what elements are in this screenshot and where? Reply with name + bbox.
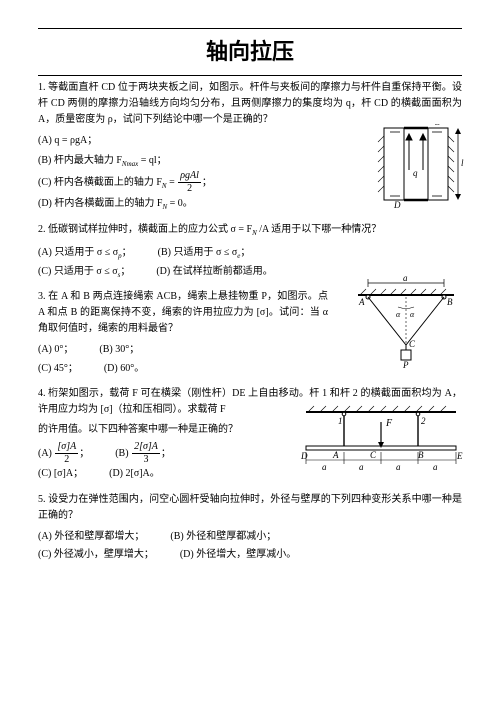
- fig4-F: F: [385, 418, 393, 429]
- q5-text: 5. 设受力在弹性范围内，问空心圆杆受轴向拉伸时，外径与壁厚的下列四种变形关系中…: [38, 492, 462, 524]
- q1-figure: C D q l: [366, 124, 466, 214]
- fig4-1: 1: [338, 416, 343, 426]
- q1-opt-d: (D) 杆内各横截面上的轴力 FN = 0。: [38, 195, 328, 214]
- q4-opt-d: (D) 2[σ]A。: [109, 465, 160, 484]
- q1-opt-c: (C) 杆内各横截面上的轴力 FN = ρgAl2；: [38, 171, 328, 194]
- q3-opt-b: (B) 30°；: [99, 341, 139, 360]
- q4-figure: 1 2 F D A C B E a a a a: [296, 404, 466, 481]
- fig4-s2: a: [359, 462, 364, 472]
- fig1-label-d: D: [393, 200, 401, 209]
- fig4-s3: a: [396, 462, 401, 472]
- q1-opt-b: (B) 杆内最大轴力 FNmax = ql；: [38, 152, 328, 171]
- fig4-C: C: [370, 450, 377, 460]
- question-3: 3. 在 A 和 B 两点连接绳索 ACB，绳索上悬挂物重 P，如图示。点 A …: [38, 289, 462, 378]
- q4-opt-a: (A) [σ]A2；: [38, 442, 89, 465]
- page: { "title": "轴向拉压", "q1": { "text": "1. 等…: [0, 0, 500, 593]
- q3-opt-a: (A) 0°；: [38, 341, 73, 360]
- q5-opt-a: (A) 外径和壁厚都增大；: [38, 528, 144, 547]
- question-1: 1. 等截面直杆 CD 位于两块夹板之间，如图示。杆件与夹板间的摩擦力与杆件自重…: [38, 80, 462, 214]
- top-rule: [38, 28, 462, 29]
- fig3-al2: α: [410, 310, 415, 319]
- question-2: 2. 低碳钢试样拉伸时，横截面上的应力公式 σ = FN /A 适用于以下哪一种…: [38, 222, 462, 281]
- title: 轴向拉压: [38, 34, 462, 66]
- q3-opt-c: (C) 45°；: [38, 360, 78, 379]
- q5-opt-b: (B) 外径和壁厚都减小；: [170, 528, 276, 547]
- q1-options: (A) q = ρgA； (B) 杆内最大轴力 FNmax = ql； (C) …: [38, 132, 328, 214]
- fig4-D: D: [300, 451, 308, 461]
- fig4-s1: a: [322, 462, 327, 472]
- fig1-label-c: C: [434, 124, 441, 127]
- q5-opt-c: (C) 外径减小，壁厚增大；: [38, 546, 154, 565]
- fig3-al1: α: [396, 310, 401, 319]
- q2-opt-c: (C) 只适用于 σ ≤ σs；: [38, 263, 130, 282]
- fig4-A: A: [332, 450, 339, 460]
- q3-options: (A) 0°； (B) 30°； (C) 45°； (D) 60°。: [38, 341, 328, 378]
- q4-text2: 的许用值。以下四种答案中哪一种是正确的？: [38, 422, 328, 438]
- fig3-C: C: [409, 339, 416, 349]
- fig4-E: E: [456, 451, 463, 461]
- q1-text: 1. 等截面直杆 CD 位于两块夹板之间，如图示。杆件与夹板间的摩擦力与杆件自重…: [38, 80, 462, 128]
- q3-opt-d: (D) 60°。: [104, 360, 144, 379]
- q3-figure: a A B α α C P: [346, 275, 466, 375]
- fig3-A: A: [358, 297, 365, 307]
- q2-opt-d: (D) 在试样拉断前都适用。: [156, 263, 272, 282]
- q2-opt-b: (B) 只适用于 σ ≤ σe；: [158, 244, 251, 263]
- fig3-a: a: [403, 275, 408, 283]
- fig1-label-l: l: [461, 158, 464, 168]
- fig1-label-q: q: [413, 168, 418, 178]
- fig4-s4: a: [433, 462, 438, 472]
- q2-opt-a: (A) 只适用于 σ ≤ σp；: [38, 244, 132, 263]
- bottom-rule: [38, 75, 462, 76]
- q3-text: 3. 在 A 和 B 两点连接绳索 ACB，绳索上悬挂物重 P，如图示。点 A …: [38, 289, 328, 337]
- q4-options: (A) [σ]A2； (B) 2[σ]A3； (C) [σ]A； (D) 2[σ…: [38, 442, 328, 484]
- fig3-B: B: [447, 297, 453, 307]
- q5-options: (A) 外径和壁厚都增大； (B) 外径和壁厚都减小； (C) 外径减小，壁厚增大…: [38, 528, 462, 565]
- fig4-B: B: [418, 450, 424, 460]
- fig3-P: P: [402, 360, 409, 370]
- question-4: 4. 桁架如图示，载荷 F 可在横梁（刚性杆）DE 上自由移动。杆 1 和杆 2…: [38, 386, 462, 484]
- q4-opt-b: (B) 2[σ]A3；: [115, 442, 171, 465]
- q5-opt-d: (D) 外径增大，壁厚减小。: [180, 546, 296, 565]
- q1-opt-a: (A) q = ρgA；: [38, 132, 328, 151]
- question-5: 5. 设受力在弹性范围内，问空心圆杆受轴向拉伸时，外径与壁厚的下列四种变形关系中…: [38, 492, 462, 565]
- q4-opt-c: (C) [σ]A；: [38, 465, 83, 484]
- q2-text: 2. 低碳钢试样拉伸时，横截面上的应力公式 σ = FN /A 适用于以下哪一种…: [38, 222, 462, 239]
- fig4-2: 2: [421, 416, 426, 426]
